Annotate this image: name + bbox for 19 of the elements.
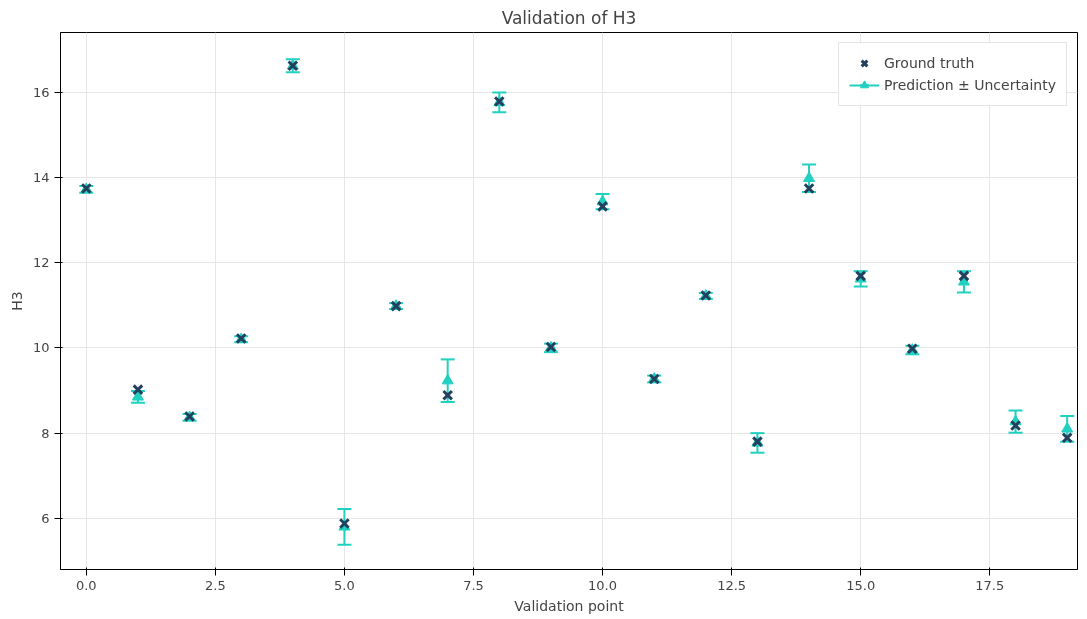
x-tick-label: 7.5 bbox=[463, 577, 484, 593]
x-tick-label: 17.5 bbox=[975, 577, 1005, 593]
y-tick-label: 6 bbox=[41, 510, 50, 526]
legend-label: Ground truth bbox=[884, 55, 975, 71]
x-axis-title: Validation point bbox=[514, 597, 625, 614]
x-tick-label: 0.0 bbox=[75, 577, 97, 593]
y-tick-label: 16 bbox=[32, 84, 50, 100]
chart-title: Validation of H3 bbox=[501, 7, 637, 28]
y-axis-title: H3 bbox=[8, 291, 25, 311]
x-tick-label: 5.0 bbox=[334, 577, 355, 593]
x-tick-label: 10.0 bbox=[588, 577, 618, 593]
y-tick-label: 12 bbox=[32, 255, 50, 271]
x-tick-label: 12.5 bbox=[717, 577, 747, 593]
x-tick-label: 15.0 bbox=[846, 577, 876, 593]
legend-label: Prediction ± Uncertainty bbox=[884, 77, 1056, 93]
y-tick-label: 14 bbox=[32, 169, 50, 185]
x-tick-label: 2.5 bbox=[205, 577, 226, 593]
y-tick-label: 8 bbox=[41, 425, 50, 441]
y-tick-label: 10 bbox=[32, 340, 50, 356]
